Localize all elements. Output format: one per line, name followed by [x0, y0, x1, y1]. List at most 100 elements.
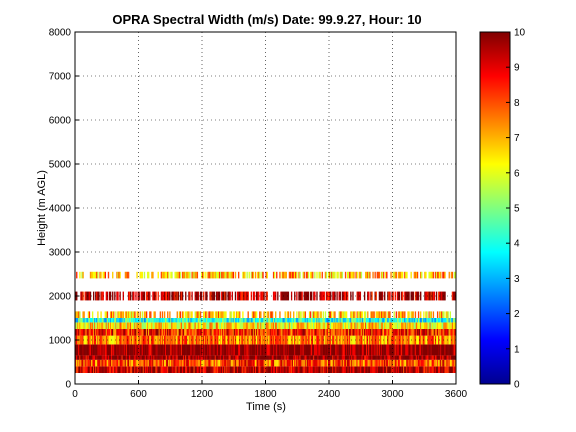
heatmap-cell — [432, 311, 435, 318]
heatmap-cell — [290, 366, 293, 373]
heatmap-cell — [240, 291, 242, 301]
heatmap-cell — [112, 318, 114, 323]
heatmap-cell — [215, 311, 218, 318]
heatmap-cell — [255, 355, 258, 360]
heatmap-cell — [329, 311, 331, 318]
heatmap-cell — [114, 359, 116, 367]
heatmap-cell — [378, 344, 381, 356]
heatmap-cell — [92, 335, 95, 345]
heatmap-cell — [264, 311, 266, 318]
heatmap-cell — [91, 366, 94, 373]
heatmap-cell — [250, 366, 253, 373]
heatmap-cell — [245, 322, 247, 329]
heatmap-cell — [361, 355, 364, 360]
heatmap-cell — [430, 271, 432, 279]
heatmap-cell — [163, 291, 166, 301]
heatmap-cell — [357, 335, 359, 345]
heatmap-cell — [206, 329, 208, 336]
heatmap-cell — [445, 318, 447, 323]
heatmap-cell — [216, 271, 219, 279]
heatmap-cell — [266, 344, 268, 356]
heatmap-cell — [451, 344, 454, 356]
heatmap-cell — [281, 335, 283, 345]
heatmap-cell — [254, 322, 257, 329]
heatmap-cell — [79, 322, 81, 329]
heatmap-cell — [262, 355, 264, 360]
heatmap-cell — [231, 329, 233, 336]
heatmap-cell — [423, 322, 425, 329]
heatmap-cell — [151, 318, 153, 323]
heatmap-cell — [392, 355, 394, 360]
heatmap-cell — [268, 366, 271, 373]
heatmap-cell — [188, 355, 190, 360]
heatmap-cell — [227, 291, 229, 301]
heatmap-cell — [108, 366, 111, 373]
heatmap-cell — [161, 344, 164, 356]
heatmap-cell — [440, 355, 442, 360]
heatmap-cell — [280, 335, 282, 345]
heatmap-cell — [78, 322, 80, 329]
heatmap-cell — [177, 359, 180, 367]
heatmap-cell — [435, 359, 438, 367]
heatmap-cell — [88, 344, 91, 356]
heatmap-cell — [432, 329, 435, 336]
heatmap-cell — [399, 359, 402, 367]
heatmap-cell — [225, 291, 227, 301]
heatmap-cell — [235, 335, 238, 345]
heatmap-cell — [83, 355, 85, 360]
heatmap-cell — [260, 355, 262, 360]
heatmap-cell — [197, 359, 200, 367]
heatmap-cell — [443, 355, 445, 360]
heatmap-cell — [198, 359, 201, 367]
heatmap-cell — [443, 318, 445, 323]
heatmap-cell — [414, 318, 417, 323]
heatmap-cell — [239, 359, 241, 367]
heatmap-cell — [159, 335, 162, 345]
heatmap-cell — [446, 355, 448, 360]
heatmap-cell — [254, 366, 257, 373]
heatmap-cell — [169, 335, 171, 345]
heatmap-cell — [268, 359, 271, 367]
heatmap-cell — [88, 311, 91, 318]
heatmap-cell — [127, 359, 130, 367]
heatmap-cell — [196, 366, 199, 373]
heatmap-cell — [203, 318, 205, 323]
heatmap-cell — [204, 318, 206, 323]
heatmap-cell — [109, 291, 112, 301]
heatmap-cell — [450, 318, 453, 323]
heatmap-cell — [444, 329, 446, 336]
heatmap-cell — [252, 318, 255, 323]
heatmap-cell — [369, 271, 371, 279]
heatmap-cell — [356, 271, 358, 279]
heatmap-cell — [306, 359, 309, 367]
heatmap-cell — [156, 335, 158, 345]
heatmap-cell — [140, 329, 142, 336]
heatmap-cell — [423, 311, 425, 318]
heatmap-cell — [212, 311, 214, 318]
heatmap-cell — [113, 355, 115, 360]
heatmap-cell — [428, 355, 430, 360]
heatmap-cell — [374, 359, 376, 367]
heatmap-cell — [326, 318, 329, 323]
heatmap-cell — [271, 344, 274, 356]
heatmap-cell — [289, 335, 292, 345]
heatmap-cell — [403, 344, 405, 356]
heatmap-cell — [367, 344, 369, 356]
heatmap-cell — [302, 322, 304, 329]
heatmap-cell — [92, 318, 95, 323]
heatmap-cell — [289, 359, 292, 367]
heatmap-cell — [140, 291, 142, 301]
heatmap-cell — [386, 344, 388, 356]
heatmap-cell — [248, 335, 250, 345]
heatmap-cell — [294, 318, 296, 323]
heatmap-cell — [444, 366, 446, 373]
heatmap-cell — [125, 366, 128, 373]
heatmap-cell — [312, 318, 314, 323]
heatmap-cell — [231, 291, 233, 301]
heatmap-cell — [105, 355, 108, 360]
heatmap-cell — [400, 355, 403, 360]
heatmap-cell — [157, 329, 159, 336]
heatmap-cell — [106, 322, 109, 329]
heatmap-cell — [225, 344, 227, 356]
heatmap-cell — [278, 329, 280, 336]
